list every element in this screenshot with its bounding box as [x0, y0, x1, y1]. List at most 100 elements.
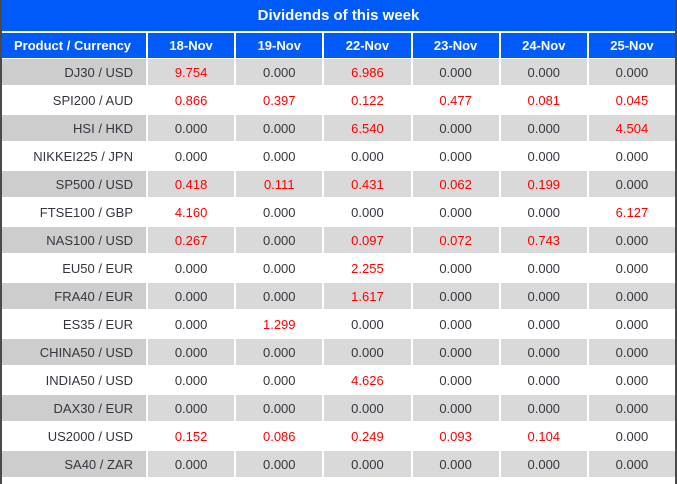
value-cell: 0.000	[148, 311, 237, 337]
value-cell: 0.866	[148, 87, 237, 113]
value-cell: 0.000	[148, 339, 237, 365]
value-cell: 0.062	[412, 171, 501, 197]
value-cell: 0.000	[236, 367, 325, 393]
value-cell: 0.000	[324, 311, 413, 337]
table-row: ES35 / EUR 0.000 1.299 0.000 0.000 0.000 0.00…	[2, 311, 675, 339]
value-cell: 0.000	[412, 115, 501, 141]
value-cell: 0.000	[324, 451, 413, 477]
value-cell: 0.000	[148, 395, 237, 421]
value-cell: 0.000	[588, 339, 675, 365]
value-cell: 0.000	[500, 367, 589, 393]
table-body: DJ30 / USD 9.754 0.000 6.986 0.000 0.000 0.00…	[2, 59, 675, 479]
value-cell: 0.000	[500, 283, 589, 309]
value-cell: 9.754	[148, 59, 237, 85]
value-cell: 0.045	[588, 87, 675, 113]
table-row: CHINA50 / USD 0.000 0.000 0.000 0.000 0.000 0…	[2, 339, 675, 367]
product-cell: US2000 / USD	[2, 423, 148, 449]
header-date: 18-Nov	[148, 33, 237, 58]
value-cell: 0.000	[412, 367, 501, 393]
product-cell: SP500 / USD	[2, 171, 148, 197]
value-cell: 0.000	[236, 283, 325, 309]
header-date: 22-Nov	[324, 33, 413, 58]
value-cell: 0.431	[324, 171, 413, 197]
header-date: 19-Nov	[236, 33, 325, 58]
value-cell: 0.000	[588, 171, 675, 197]
value-cell: 0.743	[500, 227, 589, 253]
value-cell: 0.000	[324, 199, 413, 225]
value-cell: 0.000	[588, 227, 675, 253]
header-date: 23-Nov	[412, 33, 501, 58]
table-row: FTSE100 / GBP 4.160 0.000 0.000 0.000 0.000 6…	[2, 199, 675, 227]
value-cell: 4.504	[588, 115, 675, 141]
product-cell: NIKKEI225 / JPN	[2, 143, 148, 169]
value-cell: 0.152	[148, 423, 237, 449]
value-cell: 0.000	[588, 59, 675, 85]
value-cell: 0.000	[588, 283, 675, 309]
value-cell: 0.000	[236, 143, 325, 169]
value-cell: 0.000	[500, 143, 589, 169]
value-cell: 4.626	[324, 367, 413, 393]
value-cell: 0.000	[412, 339, 501, 365]
product-cell: FRA40 / EUR	[2, 283, 148, 309]
table-title: Dividends of this week	[2, 0, 675, 33]
value-cell: 6.540	[324, 115, 413, 141]
value-cell: 0.000	[412, 311, 501, 337]
value-cell: 0.000	[236, 255, 325, 281]
product-cell: ES35 / EUR	[2, 311, 148, 337]
value-cell: 0.097	[324, 227, 413, 253]
value-cell: 0.000	[588, 423, 675, 449]
value-cell: 0.000	[324, 395, 413, 421]
table-row: EU50 / EUR 0.000 0.000 2.255 0.000 0.000 0.00…	[2, 255, 675, 283]
value-cell: 0.000	[588, 143, 675, 169]
value-cell: 0.199	[500, 171, 589, 197]
value-cell: 0.000	[412, 143, 501, 169]
value-cell: 0.249	[324, 423, 413, 449]
value-cell: 0.000	[500, 451, 589, 477]
value-cell: 0.000	[588, 311, 675, 337]
value-cell: 1.299	[236, 311, 325, 337]
value-cell: 0.000	[500, 395, 589, 421]
table-row: DAX30 / EUR 0.000 0.000 0.000 0.000 0.000 0.0…	[2, 395, 675, 423]
value-cell: 0.000	[412, 395, 501, 421]
value-cell: 0.000	[412, 255, 501, 281]
product-cell: HSI / HKD	[2, 115, 148, 141]
value-cell: 0.000	[148, 367, 237, 393]
product-cell: FTSE100 / GBP	[2, 199, 148, 225]
product-cell: EU50 / EUR	[2, 255, 148, 281]
value-cell: 0.000	[236, 395, 325, 421]
value-cell: 0.000	[236, 451, 325, 477]
value-cell: 0.072	[412, 227, 501, 253]
header-date: 25-Nov	[588, 33, 675, 58]
value-cell: 0.000	[500, 339, 589, 365]
product-cell: SA40 / ZAR	[2, 451, 148, 477]
value-cell: 0.000	[148, 451, 237, 477]
value-cell: 0.000	[500, 199, 589, 225]
product-cell: NAS100 / USD	[2, 227, 148, 253]
table-row: DJ30 / USD 9.754 0.000 6.986 0.000 0.000 0.00…	[2, 59, 675, 87]
value-cell: 0.000	[236, 199, 325, 225]
table-row: INDIA50 / USD 0.000 0.000 4.626 0.000 0.000 0…	[2, 367, 675, 395]
value-cell: 0.081	[500, 87, 589, 113]
value-cell: 4.160	[148, 199, 237, 225]
value-cell: 0.418	[148, 171, 237, 197]
value-cell: 0.000	[588, 255, 675, 281]
value-cell: 0.000	[588, 367, 675, 393]
value-cell: 0.267	[148, 227, 237, 253]
product-cell: SPI200 / AUD	[2, 87, 148, 113]
table-header-row: Product / Currency 18-Nov 19-Nov 22-Nov 23-…	[2, 33, 675, 59]
table-row: SA40 / ZAR 0.000 0.000 0.000 0.000 0.000 0.00…	[2, 451, 675, 479]
value-cell: 0.104	[500, 423, 589, 449]
table-row: NIKKEI225 / JPN 0.000 0.000 0.000 0.000 0.00…	[2, 143, 675, 171]
product-cell: DAX30 / EUR	[2, 395, 148, 421]
value-cell: 0.000	[324, 143, 413, 169]
product-cell: INDIA50 / USD	[2, 367, 148, 393]
table-row: FRA40 / EUR 0.000 0.000 1.617 0.000 0.000 0.0…	[2, 283, 675, 311]
value-cell: 0.000	[148, 143, 237, 169]
value-cell: 0.111	[236, 171, 325, 197]
value-cell: 0.000	[412, 451, 501, 477]
product-cell: CHINA50 / USD	[2, 339, 148, 365]
value-cell: 0.000	[412, 283, 501, 309]
value-cell: 0.000	[500, 59, 589, 85]
table-row: HSI / HKD 0.000 0.000 6.540 0.000 0.000 4.504	[2, 115, 675, 143]
value-cell: 0.000	[236, 339, 325, 365]
